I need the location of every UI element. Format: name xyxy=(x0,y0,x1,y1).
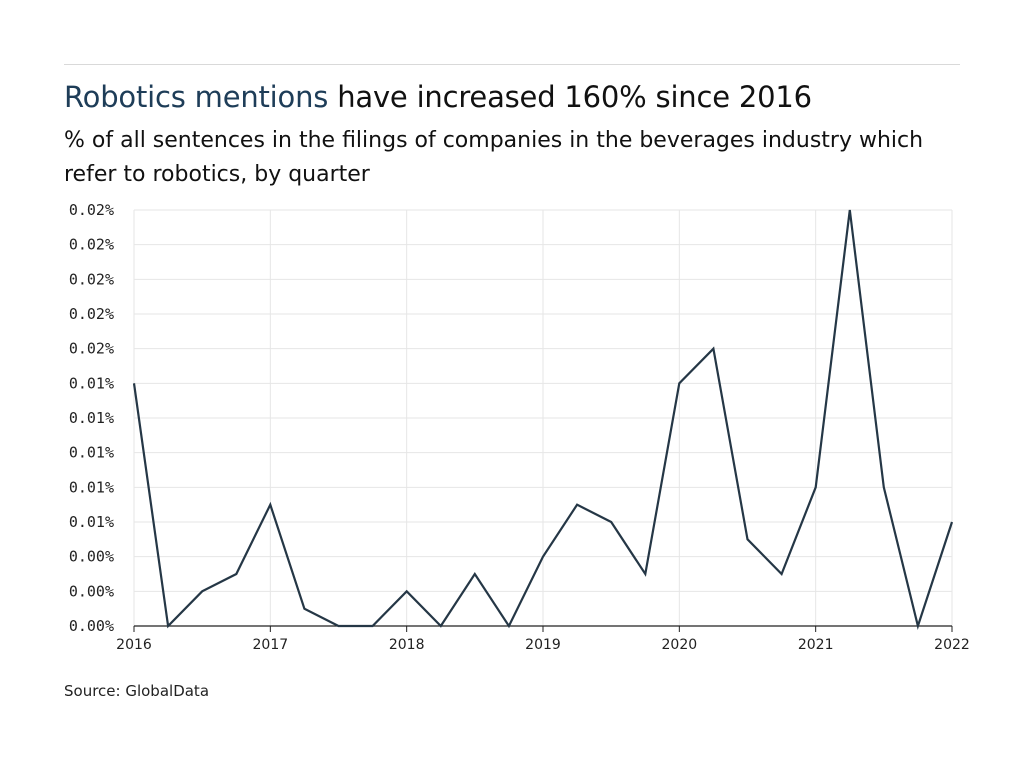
chart-title: Robotics mentions have increased 160% si… xyxy=(64,80,812,114)
x-tick-label: 2017 xyxy=(253,637,289,653)
chart-subtitle: % of all sentences in the filings of com… xyxy=(64,128,924,187)
y-tick-label: 0.01% xyxy=(69,513,114,531)
series-layer xyxy=(132,209,954,630)
x-tick-label: 2020 xyxy=(662,637,698,653)
y-tick-label: 0.00% xyxy=(69,582,114,600)
y-tick-label: 0.00% xyxy=(69,617,114,635)
y-tick-label: 0.02% xyxy=(69,201,114,219)
y-tick-label: 0.01% xyxy=(69,409,114,427)
title-rest: have increased 160% since 2016 xyxy=(328,80,812,114)
y-tick-label: 0.02% xyxy=(69,340,114,358)
title-highlight: Robotics mentions xyxy=(64,80,329,114)
gridlines xyxy=(133,209,953,626)
x-tick-label: 2018 xyxy=(389,637,425,653)
y-tick-label: 0.01% xyxy=(69,374,114,392)
y-tick-label: 0.01% xyxy=(69,444,114,462)
x-tick-label: 2019 xyxy=(525,637,561,653)
y-tick-label: 0.02% xyxy=(69,270,114,288)
series-line xyxy=(132,209,954,630)
source-note: Source: GlobalData xyxy=(64,682,210,700)
y-axis-ticks: 0.00% 0.00% 0.00% 0.01% 0.01% 0.01% 0.01% 0.01%… xyxy=(69,201,114,635)
x-tick-label: 2021 xyxy=(798,637,834,653)
x-axis-ticks: 2016 2017 2018 2019 2020 2021 2022 xyxy=(116,625,970,653)
y-tick-label: 0.02% xyxy=(69,236,114,254)
y-tick-label: 0.00% xyxy=(69,548,114,566)
top-rule xyxy=(64,64,960,65)
y-tick-label: 0.02% xyxy=(69,305,114,323)
y-tick-label: 0.01% xyxy=(69,478,114,496)
x-tick-label: 2016 xyxy=(116,637,152,653)
x-tick-label: 2022 xyxy=(934,637,970,653)
